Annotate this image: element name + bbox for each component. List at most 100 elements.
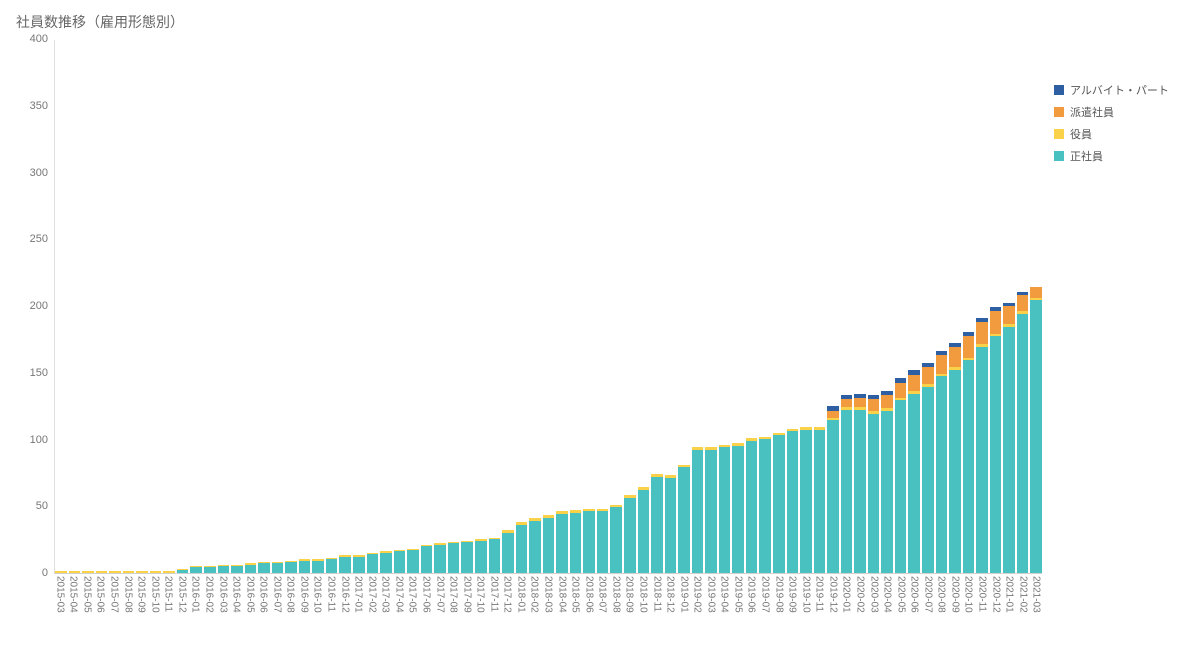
bars-container [54,40,1042,574]
x-label-cell: 2020-04 [881,574,893,620]
x-label-cell: 2019-05 [732,574,744,620]
bar-column [258,40,270,574]
x-label-cell: 2015-12 [176,574,188,620]
bar-segment-fulltime [516,525,528,574]
bar-column [434,40,446,574]
legend-label: 派遣社員 [1070,104,1114,120]
bar-column [82,40,94,574]
chart-title: 社員数推移（雇用形態別） [16,12,1184,32]
bar-column [976,40,988,574]
bar-segment-fulltime [434,545,446,574]
x-label-cell: 2016-11 [325,574,337,620]
bar-segment-fulltime [868,414,880,574]
y-tick-label: 100 [30,434,48,446]
x-tick-label: 2016-05 [244,576,255,613]
bar-segment-fulltime [475,541,487,574]
x-tick-label: 2016-10 [312,576,323,613]
x-label-cell: 2017-12 [502,574,514,620]
x-tick-label: 2017-07 [434,576,445,613]
legend-label: 役員 [1070,126,1092,142]
x-tick-label: 2021-03 [1031,576,1042,613]
x-tick-label: 2016-09 [298,576,309,613]
x-tick-label: 2019-10 [800,576,811,613]
bar-column [407,40,419,574]
bar-column [245,40,257,574]
bar-segment-fulltime [963,360,975,574]
bar-column [773,40,785,574]
bar-column [705,40,717,574]
x-label-cell: 2017-07 [434,574,446,620]
bar-segment-fulltime [367,554,379,574]
bar-segment-fulltime [949,370,961,574]
x-tick-label: 2015-08 [122,576,133,613]
x-label-cell: 2016-07 [271,574,283,620]
x-tick-label: 2016-08 [285,576,296,613]
x-tick-label: 2020-03 [868,576,879,613]
bar-segment-temp [1030,287,1042,298]
x-tick-label: 2020-12 [990,576,1001,613]
x-tick-label: 2016-12 [339,576,350,613]
bar-column [367,40,379,574]
x-tick-label: 2019-09 [787,576,798,613]
bar-column [150,40,162,574]
x-tick-label: 2015-04 [68,576,79,613]
bar-segment-temp [949,347,961,367]
bar-column [109,40,121,574]
bar-segment-fulltime [543,518,555,574]
y-tick-label: 0 [42,567,48,579]
bar-segment-temp [908,375,920,391]
bar-column [881,40,893,574]
x-label-cell: 2016-02 [203,574,215,620]
x-tick-label: 2017-06 [420,576,431,613]
bar-segment-temp [1003,306,1015,325]
x-tick-label: 2020-05 [895,576,906,613]
bar-column [597,40,609,574]
bar-segment-fulltime [583,511,595,574]
bar-column [854,40,866,574]
bar-column [136,40,148,574]
x-label-cell: 2021-02 [1017,574,1029,620]
bar-segment-temp [881,395,893,408]
legend-label: アルバイト・パート [1070,82,1169,98]
bar-column [827,40,839,574]
x-tick-label: 2018-06 [583,576,594,613]
bar-column [96,40,108,574]
bar-column [448,40,460,574]
x-tick-label: 2017-08 [448,576,459,613]
x-tick-label: 2019-07 [760,576,771,613]
x-label-cell: 2017-06 [420,574,432,620]
bar-segment-fulltime [1017,314,1029,574]
bar-segment-fulltime [651,477,663,574]
x-tick-label: 2016-07 [271,576,282,613]
x-label-cell: 2019-07 [759,574,771,620]
x-tick-label: 2017-02 [366,576,377,613]
x-tick-label: 2019-01 [678,576,689,613]
bar-column [218,40,230,574]
bar-segment-fulltime [719,447,731,574]
bar-column [665,40,677,574]
x-label-cell: 2019-11 [814,574,826,620]
bar-segment-fulltime [800,430,812,574]
bar-segment-fulltime [326,559,338,574]
bar-column [529,40,541,574]
x-label-cell: 2018-08 [610,574,622,620]
bar-segment-fulltime [773,435,785,574]
bar-segment-fulltime [353,557,365,574]
x-tick-label: 2020-07 [922,576,933,613]
bar-segment-fulltime [814,430,826,574]
bar-column [312,40,324,574]
bar-column [963,40,975,574]
x-label-cell: 2018-09 [624,574,636,620]
x-tick-label: 2018-10 [637,576,648,613]
x-label-cell: 2015-05 [81,574,93,620]
x-tick-label: 2018-04 [556,576,567,613]
x-label-cell: 2017-03 [380,574,392,620]
x-label-cell: 2019-08 [773,574,785,620]
x-label-cell: 2020-12 [990,574,1002,620]
bar-segment-fulltime [1003,327,1015,574]
x-label-cell: 2015-10 [149,574,161,620]
bar-column [326,40,338,574]
x-label-cell: 2020-03 [868,574,880,620]
y-tick-label: 150 [30,367,48,379]
x-label-cell: 2015-03 [54,574,66,620]
